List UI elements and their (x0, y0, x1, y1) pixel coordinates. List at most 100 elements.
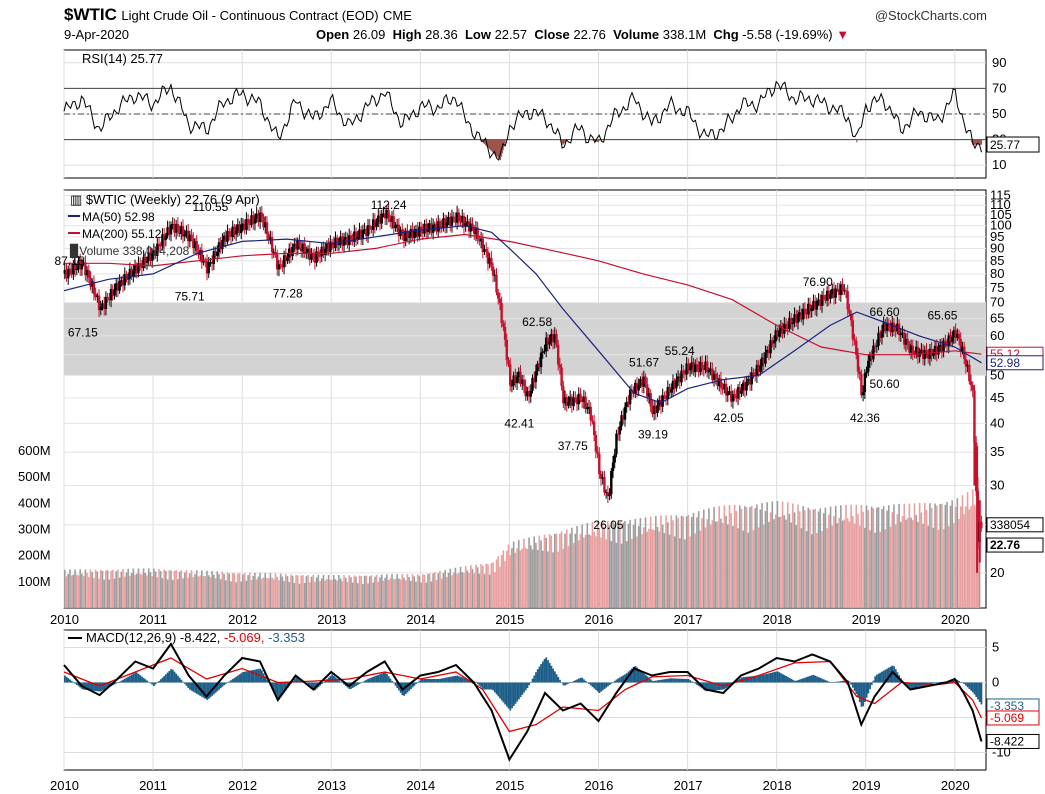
price-candle-body (457, 212, 461, 221)
volume-bar (665, 515, 667, 608)
macd-histogram-bar (247, 670, 250, 683)
price-candle-body (784, 323, 788, 325)
volume-bar (363, 575, 366, 608)
price-candle-body (430, 223, 433, 233)
price-candle-body (344, 236, 347, 240)
price-candle-body (546, 337, 550, 345)
volume-bar (643, 527, 645, 608)
price-candle-body (661, 395, 664, 407)
volume-bar (750, 505, 753, 608)
macd-histogram-bar (966, 682, 969, 688)
macd-histogram-bar (548, 663, 551, 683)
price-candle-body (846, 291, 849, 310)
macd-histogram-bar (254, 669, 256, 683)
x-tick-label-top: 2010 (50, 612, 79, 627)
macd-histogram-bar (180, 679, 183, 683)
volume-bar (75, 574, 78, 608)
volume-bar (826, 528, 828, 608)
volume-bar (286, 576, 289, 608)
price-candle-body (229, 234, 233, 237)
macd-histogram-bar (891, 665, 894, 683)
volume-bar (632, 524, 635, 608)
price-candle-body (65, 269, 68, 279)
volume-bar (564, 533, 566, 608)
macd-histogram-bar (622, 675, 625, 683)
price-candle-body (478, 239, 481, 242)
price-candle-body (159, 244, 162, 247)
macd-histogram-bar (685, 678, 688, 683)
macd-histogram-bar (524, 682, 527, 691)
volume-bar (529, 545, 532, 608)
price-candle-body (815, 301, 819, 310)
volume-bar (273, 579, 275, 608)
macd-right-label: -3.353 (990, 699, 1024, 713)
volume-bar (305, 576, 308, 608)
volume-bar (965, 506, 967, 608)
volume-bar (392, 579, 395, 608)
price-candle-body (411, 228, 414, 239)
macd-histogram-bar (368, 678, 371, 683)
macd-histogram-bar (879, 672, 882, 683)
low-label: Low (464, 27, 491, 42)
volume-bar (810, 534, 813, 608)
price-candle-body (152, 250, 156, 254)
volume-bar (612, 521, 614, 608)
macd-histogram-bar (458, 676, 460, 683)
volume-bar (925, 510, 928, 608)
volume-bar (824, 507, 827, 608)
macd-histogram-bar (762, 674, 765, 683)
price-candle-body (769, 340, 772, 354)
price-candle-body (625, 401, 628, 408)
x-tick-label-bottom: 2010 (50, 778, 79, 793)
macd-histogram-bar (836, 681, 839, 683)
price-candle-body (245, 219, 248, 230)
macd-histogram-bar (158, 680, 161, 683)
volume-bar (833, 516, 835, 608)
x-tick-label-bottom: 2012 (228, 778, 257, 793)
x-tick-label-top: 2012 (228, 612, 257, 627)
price-candle-body (519, 371, 522, 385)
macd-histogram-bar (509, 682, 512, 711)
volume-bar (177, 579, 179, 608)
price-candle-body (538, 363, 541, 368)
macd-histogram-bar (67, 678, 70, 683)
volume-bar (660, 515, 662, 608)
volume-bar (951, 500, 953, 608)
macd-histogram-bar (219, 682, 222, 689)
price-candle-body (176, 223, 180, 231)
volume-bar (298, 583, 301, 608)
price-candle-body (258, 212, 262, 222)
price-candle-body (822, 295, 825, 300)
volume-value: 338.1M (662, 27, 707, 42)
price-annotation: 42.05 (714, 411, 744, 425)
price-candle-body (803, 308, 807, 312)
volume-bar (785, 519, 787, 608)
macd-legend-label: MACD(12,26,9) -8.422, -5.069, -3.353 (86, 630, 305, 645)
macd-histogram-bar (117, 682, 119, 683)
price-candle-body (462, 215, 466, 227)
volume-bar (156, 577, 159, 608)
macd-histogram-bar (223, 682, 226, 686)
macd-histogram-bar (387, 676, 390, 683)
macd-histogram-bar (564, 682, 567, 686)
price-candle-body (133, 265, 137, 271)
volume-bar (314, 581, 316, 608)
volume-bar (374, 576, 376, 608)
volume-bar (935, 505, 938, 608)
price-candle-body (459, 220, 462, 223)
volume-bar (189, 573, 191, 608)
macd-histogram-bar (624, 674, 626, 683)
macd-histogram-bar (156, 682, 159, 683)
price-candle-body (572, 397, 575, 406)
volume-bar (146, 575, 148, 608)
macd-histogram-bar (541, 661, 544, 683)
volume-bar (704, 527, 707, 608)
price-candle-body (829, 294, 832, 299)
macd-histogram-bar (245, 671, 248, 683)
price-candle-body (774, 330, 777, 342)
volume-bar (905, 519, 907, 608)
volume-bar (516, 548, 518, 608)
volume-bar (744, 506, 746, 608)
volume-bar (567, 546, 570, 608)
macd-histogram-bar (353, 682, 356, 687)
